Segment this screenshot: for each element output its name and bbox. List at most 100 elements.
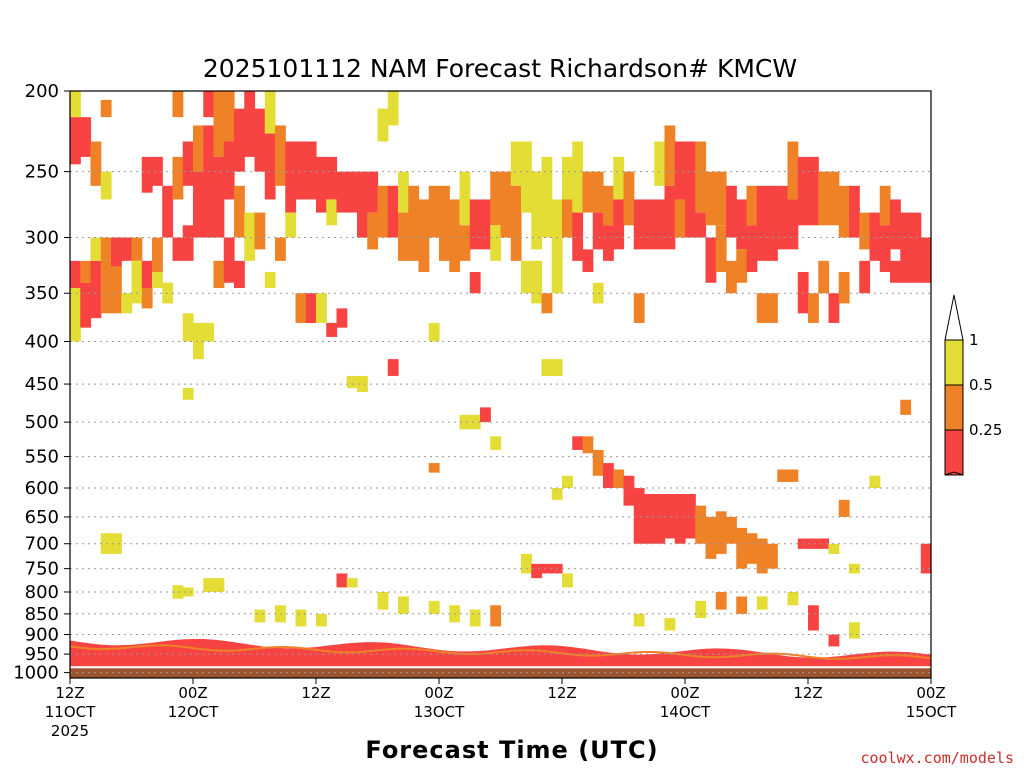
ri-cell	[777, 469, 789, 482]
ri-cell	[326, 156, 338, 200]
ri-cell	[613, 156, 625, 200]
surface-layer-red	[70, 639, 931, 668]
ri-cell	[70, 260, 81, 289]
ri-cell	[664, 185, 676, 250]
ri-cell	[726, 516, 737, 544]
y-tick-label: 200	[25, 81, 59, 102]
ri-cell	[531, 171, 543, 250]
colorbar-label: 0.25	[969, 421, 1002, 439]
y-tick-label: 500	[25, 412, 59, 433]
ri-cell	[172, 156, 184, 200]
ri-cell	[182, 141, 194, 186]
ri-cell	[828, 293, 840, 323]
ri-cell	[90, 141, 102, 186]
ri-cell	[100, 237, 112, 261]
x-tick-label: 12OCT	[168, 703, 219, 721]
colorbar-swatch	[944, 384, 964, 431]
ri-cell	[203, 578, 215, 592]
ri-cell	[510, 141, 522, 186]
ri-cell	[285, 141, 297, 213]
ri-cell	[849, 185, 860, 238]
ri-cell	[295, 609, 307, 627]
ri-cell	[582, 249, 594, 272]
ri-cell	[582, 171, 594, 213]
ri-cell	[920, 543, 932, 574]
ri-cell	[746, 185, 758, 226]
ri-cell	[849, 622, 860, 639]
ri-cell	[900, 212, 912, 283]
ri-cell	[316, 613, 327, 627]
ri-cell	[592, 449, 604, 476]
credit-link[interactable]: coolwx.com/models	[860, 749, 1014, 767]
colorbar-bottom-arrow	[944, 471, 964, 476]
ri-cell	[100, 171, 112, 200]
ri-cell	[469, 199, 481, 250]
ri-cell	[428, 322, 440, 342]
ri-cell	[80, 260, 92, 283]
ri-cell	[234, 260, 245, 289]
ri-cell	[736, 199, 748, 250]
ri-cell	[828, 171, 840, 226]
ri-cell	[879, 225, 891, 272]
x-tick-label: 12Z	[301, 684, 330, 702]
ri-cell	[357, 375, 368, 392]
ri-cell	[398, 596, 409, 614]
ri-cell	[152, 237, 163, 272]
ri-cell	[572, 436, 584, 450]
ri-cell	[818, 260, 830, 294]
ri-cell	[777, 185, 789, 250]
ri-cell	[469, 609, 481, 627]
ri-cell	[193, 322, 204, 360]
y-tick-label: 750	[25, 559, 59, 580]
ri-cell	[695, 212, 707, 238]
ri-cell	[787, 469, 799, 482]
ri-cell	[674, 199, 686, 238]
ri-cell	[100, 99, 112, 118]
ri-cell	[377, 185, 389, 238]
ri-cell	[254, 212, 266, 250]
colorbar-legend: 1 0.5 0.25	[944, 294, 1002, 476]
ri-cell	[346, 171, 358, 213]
ri-cell	[613, 199, 625, 250]
ri-cell	[500, 171, 512, 238]
ri-cell	[316, 156, 327, 213]
ri-cell	[428, 185, 440, 238]
x-tick-label: 13OCT	[414, 703, 465, 721]
ri-cell	[295, 293, 307, 323]
ri-cell	[562, 475, 573, 489]
x-tick-label: 11OCT	[45, 703, 96, 721]
ri-cell	[746, 533, 758, 564]
ri-cell	[275, 237, 286, 261]
ri-cell	[838, 185, 850, 238]
ri-cell	[172, 237, 184, 261]
ri-cell	[890, 199, 901, 250]
ri-cell	[592, 212, 604, 250]
ri-cell	[459, 171, 471, 226]
ri-cell	[541, 359, 553, 376]
ri-cell	[551, 359, 563, 376]
ri-cell	[715, 511, 727, 554]
y-tick-label: 850	[25, 604, 59, 625]
ri-cell	[275, 125, 286, 186]
plot-area	[69, 91, 932, 678]
ri-cell	[859, 212, 871, 250]
ri-cell	[377, 108, 389, 142]
ri-cell	[152, 156, 163, 186]
ri-cell	[756, 596, 768, 610]
ri-cell	[346, 375, 358, 389]
ri-cell	[70, 91, 81, 118]
x-tick-label: 00Z	[670, 684, 699, 702]
ri-cell	[408, 185, 420, 261]
ri-cell	[213, 91, 225, 157]
ri-cell	[736, 249, 748, 283]
ri-cell	[141, 156, 153, 193]
chart-title: 2025101112 NAM Forecast Richardson# KMCW	[203, 54, 797, 83]
ri-cell	[726, 185, 737, 238]
ri-cell	[418, 199, 430, 272]
x-tick-label: 14OCT	[660, 703, 711, 721]
ri-cell	[644, 199, 655, 250]
ri-cell	[623, 171, 635, 226]
ri-cell	[756, 293, 768, 323]
ri-cell	[469, 271, 481, 294]
